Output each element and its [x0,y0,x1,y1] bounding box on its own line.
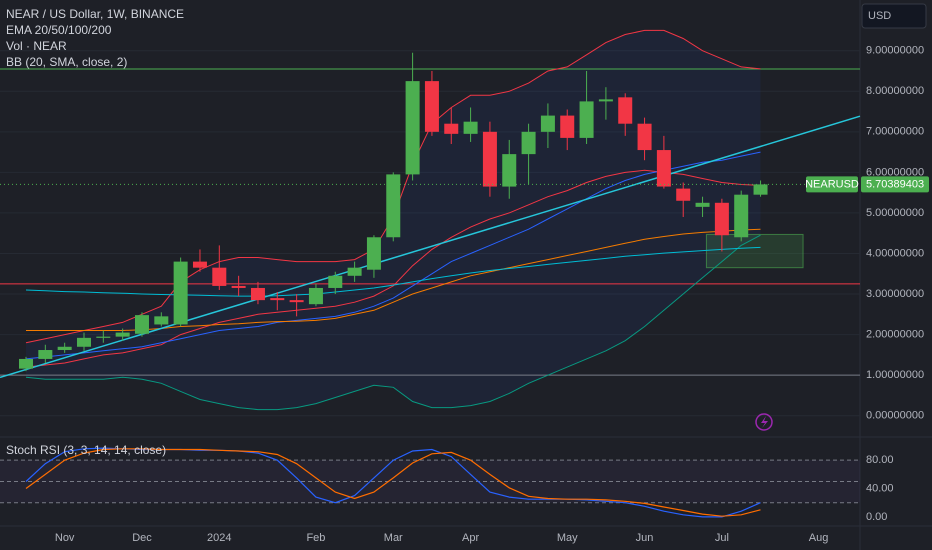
y-tick-label: 9.00000000 [866,45,924,57]
candle-body [115,332,130,337]
candle-body [579,101,594,138]
y-tick-label: 8.00000000 [866,85,924,97]
candle-body [366,237,381,270]
candle-body [38,350,53,359]
candle-body [656,150,671,187]
candle-body [308,287,323,305]
candle-body [714,202,729,236]
currency[interactable]: USD [868,10,891,22]
candle-body [734,194,749,238]
x-tick-label: Nov [55,532,75,544]
x-tick-label: Feb [306,532,325,544]
candle-body [463,121,478,134]
candle-body [347,267,362,276]
alert-bolt [761,416,768,428]
symbol-label: NEARUSD [805,178,859,190]
x-tick-label: Jun [636,532,654,544]
price-tag [861,176,929,193]
x-tick-label: Jul [715,532,729,544]
candle-body [134,315,149,334]
candle-body [328,275,343,288]
candle-body [540,115,555,132]
y-tick-label: 7.00000000 [866,126,924,138]
stoch-d-line [25,448,761,517]
candle-body [154,316,169,325]
candle-body [173,261,188,325]
zone [705,233,804,269]
indicator-label: EMA 20/50/100/200 [6,23,112,37]
candle-body [212,267,227,286]
y-tick-label: 5.00000000 [866,207,924,219]
stoch-title: Stoch RSI (3, 3, 14, 14, close) [6,443,166,457]
x-tick-label: Dec [132,532,152,544]
candle-body [482,131,497,187]
y-tick-label: 1.00000000 [866,369,924,381]
x-tick-label: Aug [809,532,829,544]
y-tick-label: 3.00000000 [866,288,924,300]
indicator-line [25,234,761,411]
candle-body [57,346,72,351]
indicator-line [25,151,761,360]
x-tick-label: May [557,532,578,544]
price-label: 5.70389403 [866,178,924,190]
y-tick-label: 2.00000000 [866,329,924,341]
trendline [0,115,861,379]
indicator-label: Vol · NEAR [6,39,67,53]
candle-body [521,131,536,155]
candle-body [598,99,613,102]
x-tick-label: 2024 [207,532,231,544]
indicator-label: BB (20, SMA, close, 2) [6,55,127,69]
candle-body [19,358,33,369]
candle-body [231,285,246,288]
y-tick-label: 6.00000000 [866,166,924,178]
indicator-line [25,246,761,297]
x-tick-label: Apr [462,532,479,544]
candle-body [96,336,111,338]
stoch-tick-label: 80.00 [866,454,894,466]
candle-body [753,184,768,195]
candle-body [270,298,285,301]
candle-body [444,123,459,134]
plot: 0.00000000 1.00000000 2.00000000 3.00000000… [0,29,929,544]
candle-body [250,287,265,301]
currency-button[interactable] [861,3,927,29]
candle-body [560,115,575,138]
candle-body [502,154,517,187]
candle-body [637,123,652,151]
stoch-tick-label: 40.00 [866,482,894,494]
stoch-tick-label: 0.00 [866,511,887,523]
x-tick-label: Mar [384,532,403,544]
candle-body [424,81,439,132]
candle-body [192,261,207,268]
candle-body [76,337,91,347]
y-tick-label: 0.00000000 [866,410,924,422]
candle-body [695,202,710,207]
candle-body [618,97,633,124]
y-tick-label: 4.00000000 [866,247,924,259]
candle-body [386,174,401,238]
candle-body [405,81,420,175]
alert-icon[interactable] [755,413,773,431]
chart-title: NEAR / US Dollar, 1W, BINANCE [6,7,184,21]
symbol-tag [806,176,858,193]
candle-body [289,300,304,303]
candle-body [676,188,691,201]
indicator-line [25,169,761,368]
